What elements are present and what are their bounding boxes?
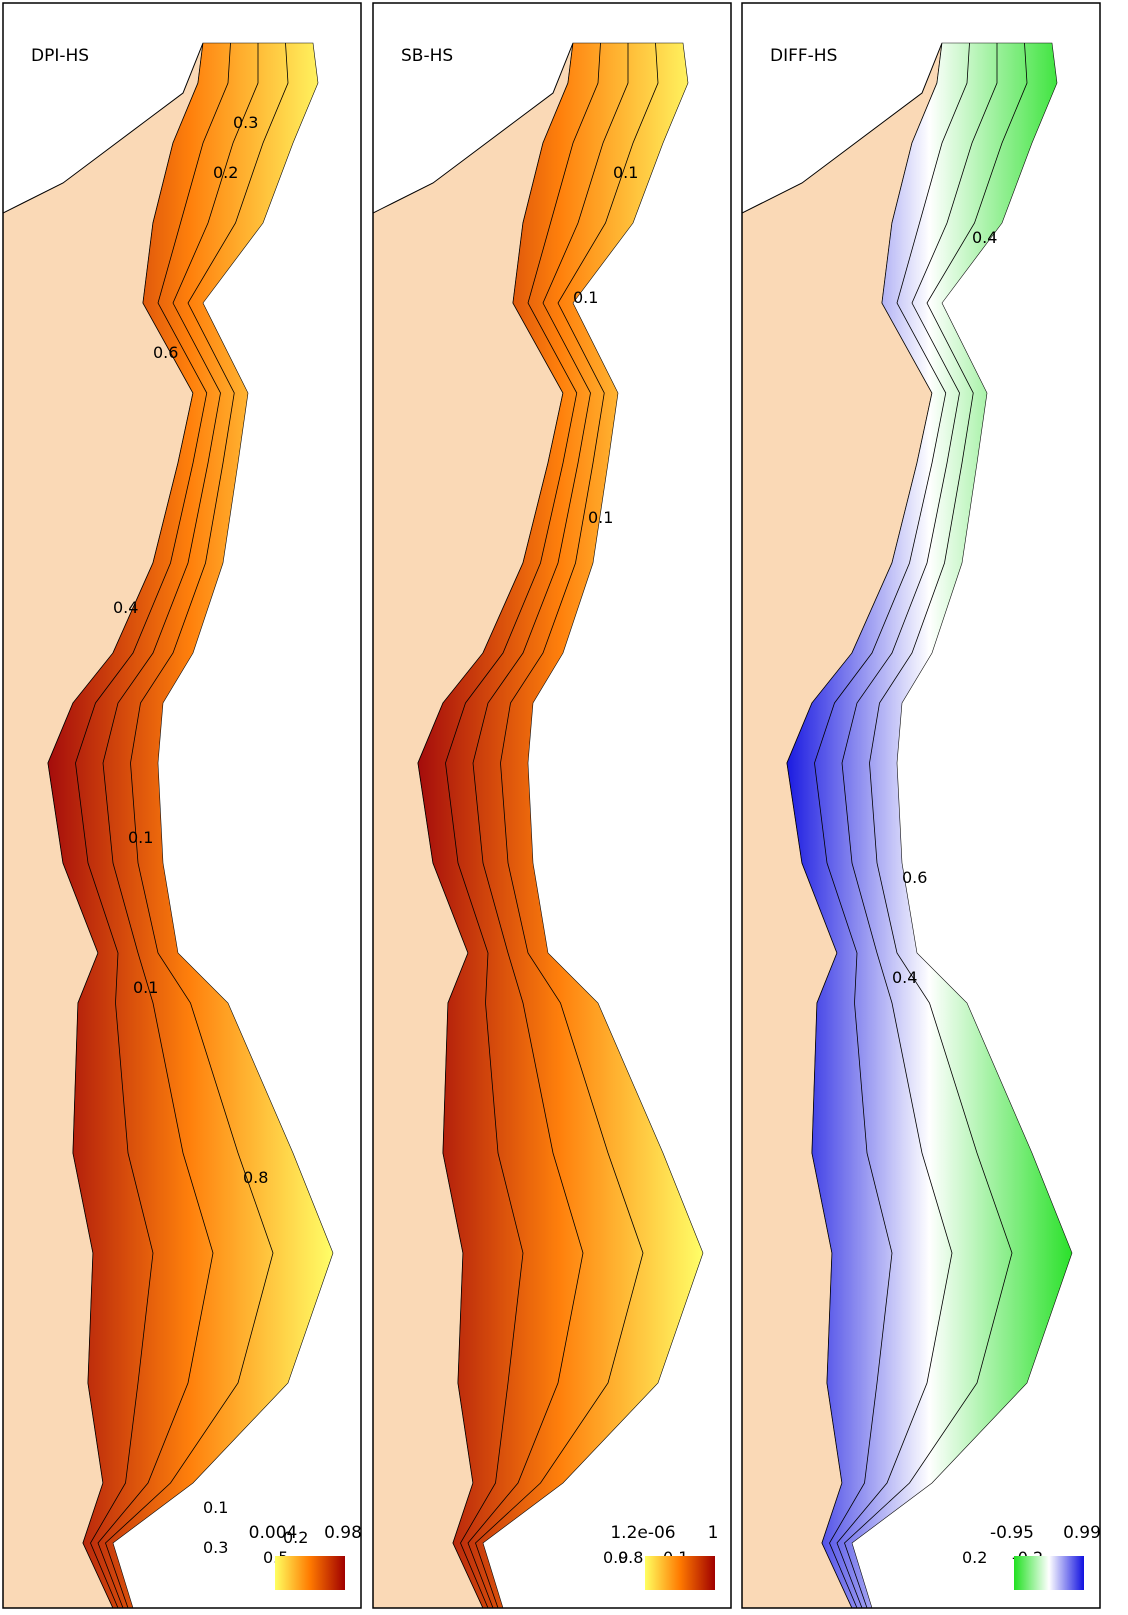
map-content: 0.30.20.60.40.10.10.10.20.30.50.8: [3, 43, 333, 1608]
legend-max: 1: [708, 1523, 719, 1543]
contour-label: 0.2: [213, 163, 238, 182]
legend-min: -0.95: [990, 1523, 1034, 1543]
contour-label: 0.6: [902, 868, 927, 887]
contour-label: 0.4: [113, 598, 138, 617]
figure: 0.30.20.60.40.10.10.10.20.30.50.8DPI-HS0…: [0, 0, 1128, 1611]
panel-title: DPI-HS: [31, 46, 89, 66]
contour-label: 0.1: [613, 163, 638, 182]
map-content: 0.40.60.40.2-0.2: [742, 43, 1072, 1608]
panel-title: SB-HS: [401, 46, 453, 66]
contour-label: 0.3: [203, 1538, 228, 1557]
contour-label: 0.1: [573, 288, 598, 307]
map-panel: 0.10.10.10.80.90.1SB-HS1.2e-061: [373, 3, 731, 1608]
legend-min: 0.004: [249, 1523, 298, 1543]
panel-title: DIFF-HS: [770, 46, 837, 66]
map-panel: 0.30.20.60.40.10.10.10.20.30.50.8DPI-HS0…: [3, 3, 362, 1608]
map-content: 0.10.10.10.80.90.1: [373, 43, 703, 1608]
legend-bar: [645, 1556, 715, 1590]
contour-label: 0.2: [962, 1548, 987, 1567]
contour-label: 0.8: [243, 1168, 268, 1187]
legend-bar: [1014, 1556, 1084, 1590]
contour-label: 0.4: [972, 228, 997, 247]
legend-min: 1.2e-06: [610, 1523, 675, 1543]
legend-bar: [275, 1556, 345, 1590]
contour-label: 0.1: [588, 508, 613, 527]
legend-max: 0.99: [1063, 1523, 1101, 1543]
contour-label: 0.9: [603, 1548, 628, 1567]
contour-label: 0.4: [892, 968, 917, 987]
contour-label: 0.1: [203, 1498, 228, 1517]
contour-label: 0.6: [153, 343, 178, 362]
contour-label: 0.1: [128, 828, 153, 847]
contour-label: 0.1: [133, 978, 158, 997]
legend-max: 0.98: [324, 1523, 362, 1543]
contour-label: 0.3: [233, 113, 258, 132]
